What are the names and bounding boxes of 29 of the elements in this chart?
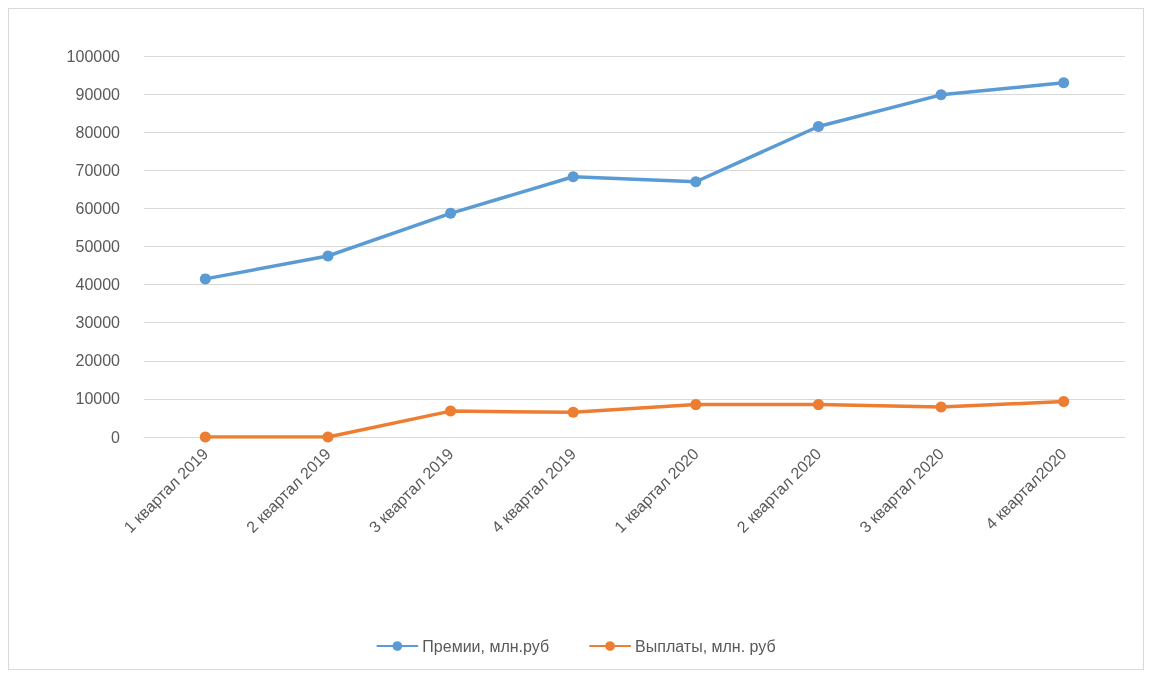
point — [567, 406, 579, 418]
y-tick-label: 50000 — [75, 238, 121, 255]
y-tick-label: 80000 — [75, 123, 121, 141]
point — [445, 405, 457, 417]
point — [690, 176, 702, 188]
y-tick-label: 20000 — [75, 352, 121, 370]
point — [690, 399, 702, 411]
point — [1058, 77, 1070, 89]
point — [199, 431, 211, 443]
y-tick-label: 90000 — [75, 85, 121, 103]
y-tick-label: 30000 — [75, 314, 121, 332]
y-tick-label: 70000 — [75, 161, 121, 179]
point — [935, 89, 947, 101]
point — [445, 207, 457, 219]
y-tick-label: 10000 — [75, 390, 121, 408]
point — [567, 171, 579, 183]
legend-label: Премии, млн.руб — [422, 637, 550, 655]
legend-label: Выплаты, млн. руб — [635, 637, 776, 655]
y-tick-label: 100000 — [66, 47, 121, 65]
point — [935, 401, 947, 413]
point — [322, 250, 334, 262]
y-tick-label: 0 — [111, 428, 121, 446]
point — [199, 273, 211, 285]
point — [322, 431, 334, 443]
point — [812, 399, 824, 411]
point — [812, 120, 824, 132]
y-tick-label: 40000 — [75, 276, 121, 294]
point — [1058, 396, 1070, 408]
y-tick-label: 60000 — [75, 199, 121, 217]
